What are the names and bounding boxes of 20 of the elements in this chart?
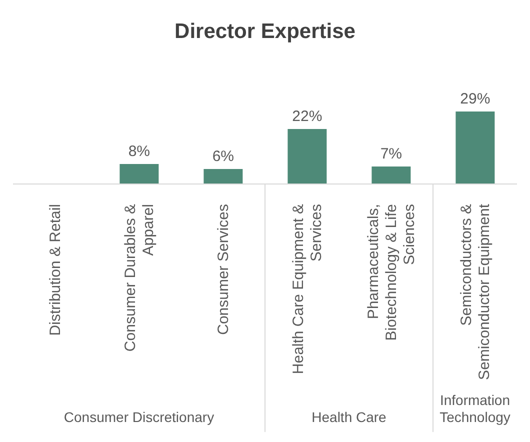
chart-title: Director Expertise bbox=[174, 20, 356, 44]
bar bbox=[288, 129, 327, 184]
x-tick-label: Pharmaceuticals, Biotechnology & Life Sciences bbox=[365, 204, 418, 341]
bar bbox=[204, 169, 243, 184]
text: Information Technology bbox=[440, 392, 510, 425]
x-tick-label: Health Care Equipment & Services bbox=[290, 204, 325, 374]
text: Health Care bbox=[312, 409, 387, 425]
bar bbox=[456, 112, 495, 184]
bar bbox=[120, 164, 159, 184]
x-tick-label: Consumer Services bbox=[215, 204, 232, 335]
x-tick-label: Semiconductors & Semiconductor Equipment bbox=[458, 203, 493, 380]
data-label: 22% bbox=[292, 108, 322, 125]
x-tick-label: Distribution & Retail bbox=[47, 204, 64, 336]
bar bbox=[372, 166, 411, 184]
data-label: 6% bbox=[212, 148, 234, 165]
text: Consumer Discretionary bbox=[64, 409, 214, 425]
data-label: 8% bbox=[128, 143, 150, 160]
data-label: 7% bbox=[380, 146, 402, 162]
data-label: 29% bbox=[460, 90, 490, 108]
x-tick-label: Consumer Durables & Apparel bbox=[122, 204, 157, 352]
